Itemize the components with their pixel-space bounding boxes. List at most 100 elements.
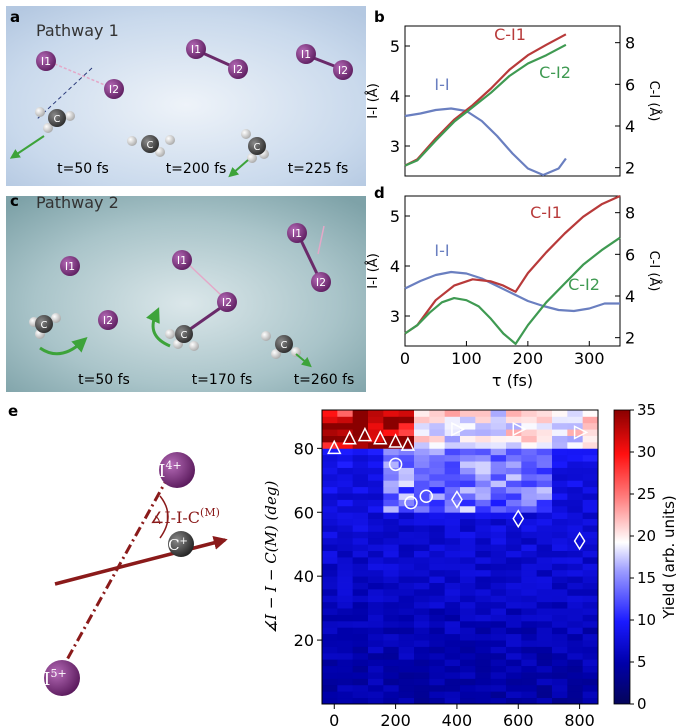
heatmap-cell [337,557,354,564]
heatmap-cell [552,461,568,468]
heatmap-cell [460,652,476,660]
heatmap-cell [322,620,338,628]
heatmap-cell [475,633,492,641]
series-line-c-i2 [404,43,567,167]
heatmap-cell [552,652,568,660]
time-label: t=225 fs [288,161,349,177]
heatmap-cell [475,652,492,660]
heatmap-cell [414,691,430,699]
atom-label: C [147,140,154,151]
heatmap-cell [398,448,415,456]
heatmap-cell [337,633,354,641]
heatmap-cell [429,461,446,468]
heatmap-cell [536,518,553,526]
heatmap-cell [352,652,369,660]
heatmap-cell [322,659,338,667]
heatmap-cell [567,697,584,705]
heatmap-cell [536,480,553,488]
heatmap-cell [444,505,461,513]
heatmap-cell [398,582,415,590]
heatmap-cell [536,544,553,552]
heatmap-cell [521,588,538,596]
rotation-arrow [146,307,171,348]
heatmap-cell [567,576,584,583]
heatmap-cell [536,614,553,622]
heatmap-cell [429,582,446,590]
heatmap-cell [475,569,492,577]
heatmap-cell [475,697,492,705]
heatmap-cell [552,582,568,590]
heatmap-cell [322,480,338,488]
heatmap-cell [552,684,568,692]
heatmap-cell [398,569,415,577]
heatmap-cell [460,518,476,526]
heatmap-cell [567,505,584,513]
heatmap-cell [490,467,507,475]
heatmap-cell [506,640,522,647]
marker-triangle-up [373,430,388,445]
heatmap-cell [490,525,507,532]
heatmap-cell [567,557,584,564]
heatmap-cell [582,461,599,468]
heatmap-cell [414,454,430,462]
heatmap-cell [536,410,553,417]
heatmap-cell [444,672,461,679]
heatmap-cell [368,550,384,558]
heatmap-cell [337,601,354,609]
heatmap-cell [582,454,599,462]
heatmap-cell [521,665,538,673]
heatmap-cell [337,467,354,475]
heatmap-cell [352,416,369,424]
heatmap-cell [444,684,461,692]
heatmap-cell [490,672,507,679]
heatmap-cell [475,678,492,686]
heatmap-cell [383,448,400,456]
heatmap-cell [383,563,400,571]
heatmap-cell [322,582,338,590]
heatmap-cell [398,678,415,686]
heatmap-cell [490,429,507,436]
heatmap-cell [582,480,599,488]
heatmap-cell [506,672,522,679]
y-tick-label: 3 [390,137,400,156]
atom-label: C [54,114,61,125]
heatmap-cell [383,595,400,603]
heatmap-cell [506,601,522,609]
heatmap-cell [352,614,369,622]
heatmap-cell [506,454,522,462]
heatmap-cell [429,493,446,500]
heatmap-cell [567,480,584,488]
heatmap-cell [536,665,553,673]
carbon-atom [275,335,293,353]
heatmap-cell [383,531,400,539]
atom-label: I1 [177,254,187,267]
heatmap-cell [322,422,338,430]
heatmap-cell [398,614,415,622]
heatmap-cell [460,588,476,596]
heatmap-cell [429,512,446,520]
heatmap-cell [460,582,476,590]
heatmap-cell [490,691,507,699]
heatmap-cell [337,473,354,481]
marker-circle [419,489,434,504]
heatmap-cell [352,473,369,481]
heatmap-cell [337,461,354,468]
heatmap-cell [521,467,538,475]
heatmap-cell [429,435,446,443]
marker-triangle-up [400,436,416,451]
y-axis-label-right: C-I (Å) [646,81,662,122]
heatmap-cell [536,633,553,641]
heatmap-cell [398,665,415,673]
time-label: t=50 fs [57,161,109,177]
heatmap-cell [506,410,522,417]
heatmap-cell [429,441,446,449]
heatmap-cell [490,544,507,552]
heatmap-cell [506,531,522,539]
heatmap-cell [429,672,446,679]
heatmap-cell [368,672,384,679]
heatmap-cell [383,410,400,417]
iodine-atom [104,79,124,99]
heatmap-cell [475,435,492,443]
heatmap-cell [398,595,415,603]
heatmap-cell [506,659,522,667]
